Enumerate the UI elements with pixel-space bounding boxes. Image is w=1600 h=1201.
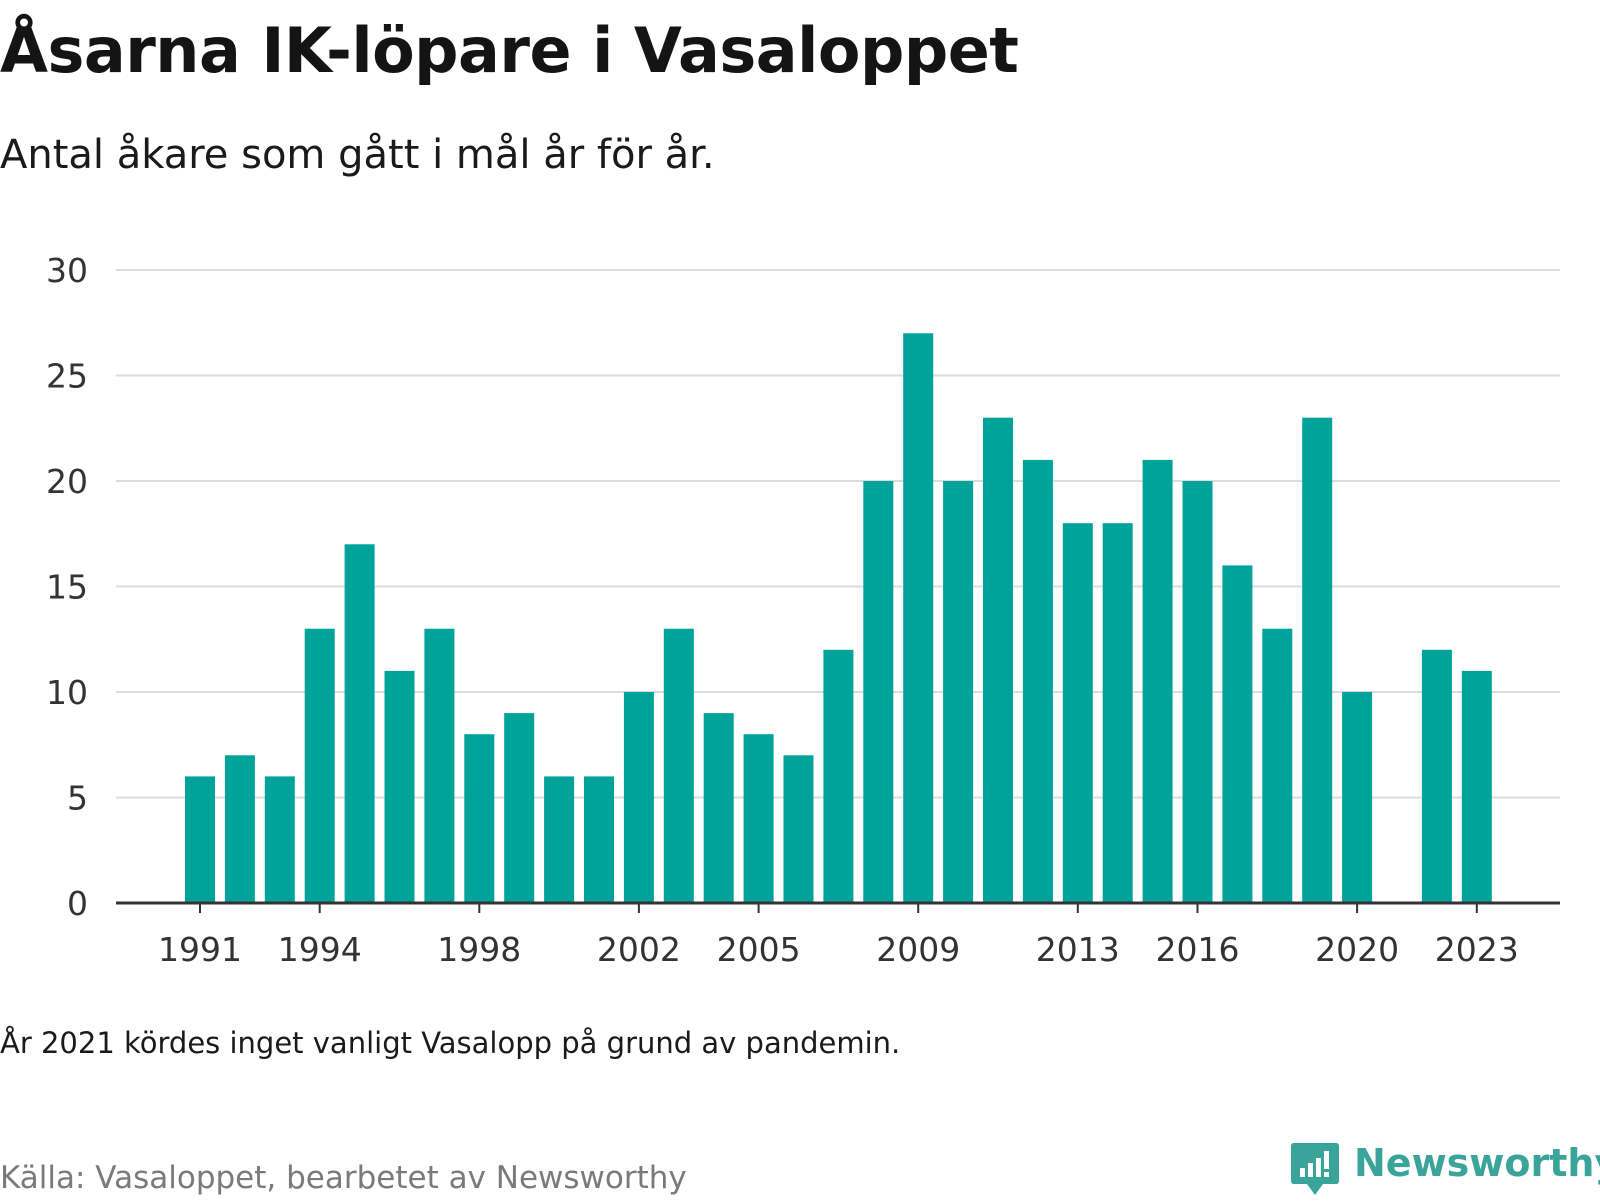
logo-text: Newsworthy [1354, 1141, 1600, 1185]
y-tick-label: 20 [46, 462, 88, 501]
bar-1991 [185, 776, 215, 903]
bar-2022 [1421, 649, 1452, 903]
bar-2000 [544, 776, 575, 903]
bar-2001 [584, 776, 614, 903]
bar-2007 [823, 649, 854, 903]
bar-2009 [903, 333, 934, 903]
x-tick-label: 2005 [717, 930, 801, 969]
bar-1997 [424, 628, 455, 903]
y-axis-labels: 0 5 10 15 20 25 30 [46, 251, 88, 923]
y-tick-label: 30 [46, 251, 88, 290]
x-axis-labels: 1991 1994 1998 2002 2005 2009 2013 2016 2020 2023 [158, 930, 1519, 969]
bar-2017 [1222, 565, 1253, 903]
bar-2023 [1461, 670, 1492, 903]
bar-1994 [304, 628, 335, 903]
bars [185, 333, 1492, 903]
chart-title: Åsarna IK-löpare i Vasaloppet [0, 14, 1019, 87]
y-tick-label: 0 [67, 884, 88, 923]
bar-2020 [1342, 692, 1373, 903]
x-tick-label: 1991 [158, 930, 242, 969]
y-tick-label: 10 [46, 673, 88, 712]
bar-1995 [344, 544, 375, 903]
bar-1996 [384, 670, 415, 903]
x-tick-label: 2016 [1156, 930, 1240, 969]
newsworthy-logo: Newsworthy [1290, 1141, 1600, 1201]
bar-2013 [1062, 523, 1093, 903]
newsworthy-chart-bubble-icon [1291, 1143, 1339, 1195]
x-tick-label: 1994 [278, 930, 362, 969]
bar-2015 [1142, 459, 1173, 903]
bar-2003 [663, 628, 694, 903]
bar-2002 [623, 692, 654, 903]
x-tick-label: 2002 [597, 930, 681, 969]
bar-chart: 0 5 10 15 20 25 30 1991 1994 1998 2002 2005 2009 201… [46, 251, 1560, 969]
y-tick-label: 5 [67, 779, 88, 818]
bar-1999 [504, 713, 535, 903]
y-tick-label: 25 [46, 357, 88, 396]
x-tick-label: 2009 [876, 930, 960, 969]
bar-2016 [1182, 481, 1213, 903]
x-tick-label: 2020 [1315, 930, 1399, 969]
bar-2014 [1102, 523, 1133, 903]
bar-2010 [943, 481, 974, 903]
bar-2008 [863, 481, 894, 903]
bar-2005 [743, 734, 774, 903]
bar-1992 [224, 755, 255, 903]
x-axis [116, 901, 1560, 913]
bar-1998 [464, 734, 495, 903]
source-text: Källa: Vasaloppet, bearbetet av Newswort… [0, 1160, 687, 1196]
bar-2012 [1022, 459, 1053, 903]
y-tick-label: 15 [46, 568, 88, 607]
bar-2004 [703, 713, 734, 903]
bar-1993 [264, 776, 295, 903]
bar-2011 [983, 417, 1013, 903]
x-tick-label: 2023 [1435, 930, 1519, 969]
x-tick-label: 1998 [437, 930, 521, 969]
chart-note: År 2021 kördes inget vanligt Vasalopp på… [0, 1026, 901, 1060]
bar-2018 [1262, 628, 1293, 903]
bar-2019 [1302, 417, 1333, 903]
chart-subtitle: Antal åkare som gått i mål år för år. [0, 132, 715, 178]
bar-2006 [783, 755, 814, 903]
x-tick-label: 2013 [1036, 930, 1120, 969]
